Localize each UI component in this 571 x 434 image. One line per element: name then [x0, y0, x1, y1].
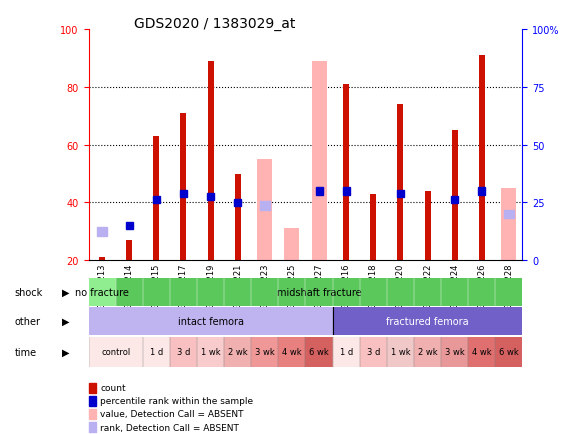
Bar — [224, 337, 251, 367]
Bar — [153, 196, 160, 204]
Bar — [312, 62, 327, 260]
Text: 1 wk: 1 wk — [201, 348, 220, 356]
Text: control: control — [101, 348, 130, 356]
Bar — [305, 337, 332, 367]
Text: 3 d: 3 d — [177, 348, 190, 356]
Text: 1 d: 1 d — [340, 348, 353, 356]
Bar — [180, 114, 186, 260]
Text: 3 wk: 3 wk — [255, 348, 275, 356]
Bar — [468, 337, 496, 367]
Bar — [180, 191, 187, 198]
Bar — [170, 337, 197, 367]
Text: value, Detection Call = ABSENT: value, Detection Call = ABSENT — [100, 410, 244, 418]
Bar — [478, 187, 485, 195]
Text: GDS2020 / 1383029_at: GDS2020 / 1383029_at — [134, 17, 296, 31]
Bar — [316, 187, 323, 195]
Text: 6 wk: 6 wk — [309, 348, 329, 356]
Bar — [496, 337, 522, 367]
Bar — [208, 62, 214, 260]
Bar — [251, 337, 279, 367]
Text: ▶: ▶ — [62, 347, 69, 357]
Bar — [99, 257, 105, 260]
Bar — [197, 337, 224, 367]
Bar — [360, 337, 387, 367]
Text: 1 d: 1 d — [150, 348, 163, 356]
Bar — [387, 337, 414, 367]
Text: no fracture: no fracture — [75, 287, 129, 297]
Text: other: other — [14, 316, 41, 326]
Text: ▶: ▶ — [62, 316, 69, 326]
Text: 4 wk: 4 wk — [472, 348, 492, 356]
Text: 1 wk: 1 wk — [391, 348, 410, 356]
Bar — [332, 308, 522, 335]
Bar — [441, 337, 468, 367]
Bar — [451, 196, 458, 204]
Text: ▶: ▶ — [62, 287, 69, 297]
Bar — [371, 194, 376, 260]
Text: percentile rank within the sample: percentile rank within the sample — [100, 397, 254, 405]
Bar — [332, 337, 360, 367]
Bar — [397, 191, 404, 198]
Bar — [284, 229, 299, 260]
Bar — [234, 199, 241, 207]
Bar — [89, 279, 115, 306]
Bar — [143, 337, 170, 367]
Bar — [279, 337, 305, 367]
Bar — [479, 56, 485, 260]
Bar — [452, 131, 457, 260]
Bar — [89, 308, 332, 335]
Bar — [154, 137, 159, 260]
Text: shock: shock — [14, 287, 42, 297]
Bar — [260, 201, 270, 210]
Text: 4 wk: 4 wk — [282, 348, 301, 356]
Bar — [97, 227, 107, 236]
Text: count: count — [100, 384, 126, 392]
Bar — [397, 105, 403, 260]
Bar — [501, 188, 516, 260]
Text: midshaft fracture: midshaft fracture — [277, 287, 361, 297]
Text: time: time — [14, 347, 37, 357]
Bar — [235, 174, 240, 260]
Bar — [343, 187, 349, 195]
Text: fractured femora: fractured femora — [386, 316, 469, 326]
Text: rank, Detection Call = ABSENT: rank, Detection Call = ABSENT — [100, 423, 239, 431]
Bar — [89, 337, 143, 367]
Bar — [414, 337, 441, 367]
Text: intact femora: intact femora — [178, 316, 244, 326]
Bar — [504, 210, 514, 219]
Text: 3 d: 3 d — [367, 348, 380, 356]
Text: 2 wk: 2 wk — [228, 348, 247, 356]
Bar — [343, 85, 349, 260]
Bar — [258, 160, 272, 260]
Text: 2 wk: 2 wk — [418, 348, 437, 356]
Bar — [126, 240, 132, 260]
Text: 6 wk: 6 wk — [499, 348, 519, 356]
Bar — [425, 191, 431, 260]
Text: 3 wk: 3 wk — [445, 348, 465, 356]
Bar — [126, 222, 132, 230]
Bar — [207, 194, 214, 201]
